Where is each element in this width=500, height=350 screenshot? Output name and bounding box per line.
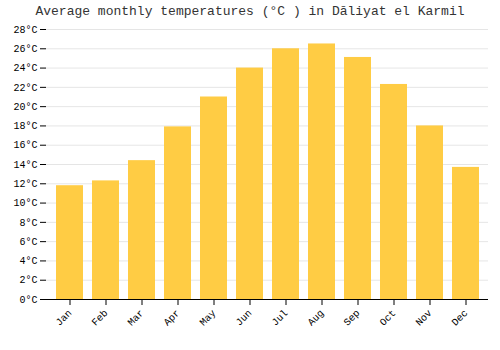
svg-text:18°C: 18°C [13, 121, 37, 132]
svg-text:May: May [198, 308, 219, 329]
svg-text:Jan: Jan [54, 308, 75, 329]
svg-text:0°C: 0°C [19, 295, 37, 306]
svg-text:16°C: 16°C [13, 140, 37, 151]
html-text:Average monthly temperatures (: Average monthly temperatures (°C ) in Dā… [35, 4, 465, 19]
svg-text:Feb: Feb [90, 308, 111, 329]
svg-text:Mar: Mar [126, 308, 147, 329]
svg-text:Sep: Sep [342, 308, 363, 329]
svg-text:Jul: Jul [270, 308, 291, 329]
svg-text:22°C: 22°C [13, 83, 37, 94]
svg-text:Nov: Nov [414, 308, 435, 329]
svg-text:26°C: 26°C [13, 44, 37, 55]
svg-text:4°C: 4°C [19, 256, 37, 267]
svg-text:10°C: 10°C [13, 198, 37, 209]
svg-text:20°C: 20°C [13, 102, 37, 113]
svg-text:24°C: 24°C [13, 63, 37, 74]
svg-text:Jun: Jun [234, 308, 255, 329]
svg-text:Aug: Aug [306, 308, 327, 329]
svg-text:28°C: 28°C [13, 25, 37, 36]
svg-text:Dec: Dec [450, 308, 471, 329]
svg-text:Apr: Apr [162, 308, 183, 329]
svg-text:6°C: 6°C [19, 237, 37, 248]
svg-text:12°C: 12°C [13, 179, 37, 190]
svg-text:14°C: 14°C [13, 160, 37, 171]
svg-text:Oct: Oct [378, 308, 399, 329]
svg-text:8°C: 8°C [19, 218, 37, 229]
svg-text:2°C: 2°C [19, 275, 37, 286]
